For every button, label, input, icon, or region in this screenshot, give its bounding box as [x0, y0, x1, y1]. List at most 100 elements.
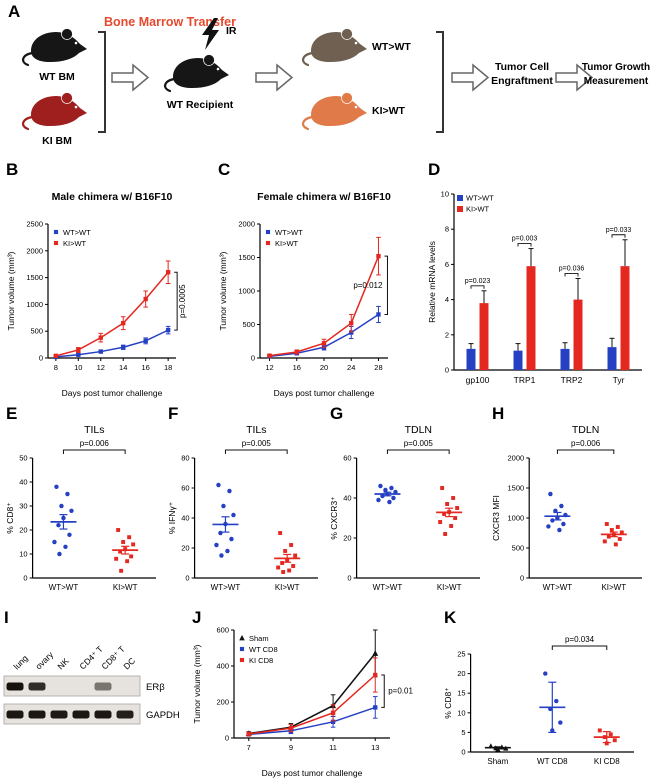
svg-text:TRP1: TRP1: [514, 375, 536, 385]
series-KI>WT: [53, 260, 171, 359]
panel-f-label: F: [168, 404, 179, 423]
series-WT>WT: [267, 305, 381, 359]
svg-text:200: 200: [216, 698, 229, 707]
svg-text:lung: lung: [11, 653, 30, 672]
svg-text:p=0.01: p=0.01: [388, 687, 413, 696]
panel-i: I lung ovary NK CD4⁺ T CD8⁺ T DC ERβ GAPDH: [0, 608, 188, 784]
svg-text:CD4⁺ T: CD4⁺ T: [77, 644, 105, 672]
flow-arrow-icon-3: [451, 64, 489, 91]
svg-text:KI>WT: KI>WT: [63, 239, 87, 248]
svg-text:KI>WT: KI>WT: [466, 205, 490, 214]
svg-text:ERβ: ERβ: [146, 682, 165, 693]
svg-text:20: 20: [343, 534, 351, 543]
svg-text:20: 20: [320, 363, 328, 372]
mouse-icon-wt-bm: [21, 27, 89, 67]
svg-text:0: 0: [520, 574, 524, 583]
svg-text:KI>WT: KI>WT: [437, 583, 462, 592]
panel-g-chart: 0 20 40 60 TDLN % CXCR3⁺ WT>WT KI>WT p=0.005: [326, 420, 488, 611]
svg-text:8: 8: [54, 363, 58, 372]
svg-text:20: 20: [181, 544, 189, 553]
svg-text:Tyr: Tyr: [613, 375, 625, 385]
group-WT>WT: [374, 483, 401, 505]
mouse-icon-recipient: [163, 53, 231, 93]
panel-c: C 0 500 1000 1500 2000 12 16 20 24 28 Female chime…: [214, 160, 426, 406]
ir-label: IR: [226, 25, 237, 37]
svg-text:0: 0: [185, 574, 189, 583]
svg-text:KI>WT: KI>WT: [113, 583, 138, 592]
chart-E: 0 10 20 30 40 50 TILs % CD8⁺ WT>WT KI>WT p=0.006: [5, 424, 156, 592]
flow-arrow-icon-1: [111, 64, 149, 91]
svg-text:TILs: TILs: [84, 424, 104, 436]
svg-text:12: 12: [97, 363, 105, 372]
svg-text:WT CD8: WT CD8: [249, 645, 278, 654]
svg-text:KI>WT: KI>WT: [601, 583, 626, 592]
chart-F: 0 20 40 60 80 TILs % IFNγ⁺ WT>WT KI>WT p=0.005: [167, 424, 318, 592]
wt-bm-label: WT BM: [39, 71, 75, 83]
svg-text:Sham: Sham: [487, 757, 508, 766]
group-bracket-right: [436, 31, 444, 133]
panel-e-chart: 0 10 20 30 40 50 TILs % CD8⁺ WT>WT KI>WT p=0.006: [2, 420, 164, 611]
engraftment-label-1: Tumor Cell: [495, 61, 549, 73]
svg-text:DC: DC: [121, 656, 137, 672]
panel-j: J 0 200 400 600 7 9 11 13 Days post tumor challe…: [188, 608, 438, 784]
recipient-label: WT Recipient: [167, 99, 234, 111]
svg-text:9: 9: [289, 743, 293, 752]
svg-text:WT>WT: WT>WT: [466, 194, 494, 203]
svg-text:1000: 1000: [508, 514, 525, 523]
svg-text:24: 24: [347, 363, 355, 372]
svg-text:0: 0: [461, 748, 465, 757]
engraftment-label-2: Engraftment: [491, 75, 553, 87]
svg-text:ovary: ovary: [33, 649, 55, 671]
panel-k: K 0 5 10 15 20 25 % CD8⁺ Sham WT CD8 KI CD8 p=0.03…: [440, 608, 648, 784]
svg-text:0: 0: [225, 734, 229, 743]
svg-text:6: 6: [445, 260, 449, 269]
svg-text:p=0.0005: p=0.0005: [178, 284, 187, 318]
chart-G: 0 20 40 60 TDLN % CXCR3⁺ WT>WT KI>WT p=0.005: [329, 424, 480, 592]
svg-text:16: 16: [293, 363, 301, 372]
svg-text:30: 30: [19, 502, 27, 511]
svg-text:20: 20: [19, 526, 27, 535]
svg-text:WT>WT: WT>WT: [543, 583, 573, 592]
panel-c-label: C: [218, 160, 231, 179]
chart-D: 0 2 4 6 8 10 Relative mRNA levels gp100 p=0.023 T…: [427, 190, 642, 385]
group-WT CD8: [539, 671, 566, 734]
svg-text:0: 0: [445, 366, 449, 375]
measurement-label-2: Measurement: [584, 76, 649, 87]
panel-b-chart: 0 500 1000 1500 2000 2500 8 10 12 14 16 18 Male chim…: [2, 178, 210, 407]
svg-text:50: 50: [19, 454, 27, 463]
svg-text:Relative mRNA levels: Relative mRNA levels: [427, 241, 437, 323]
svg-text:p=0.005: p=0.005: [404, 439, 434, 448]
panel-e: E 0 10 20 30 40 50 TILs % CD8⁺ WT>WT KI>WT p=0.006: [2, 404, 164, 608]
svg-text:11: 11: [329, 743, 337, 752]
ki-bm-label: KI BM: [42, 135, 72, 147]
series-KI>WT: [267, 236, 381, 358]
svg-text:80: 80: [181, 454, 189, 463]
svg-text:KI>WT: KI>WT: [275, 583, 300, 592]
svg-text:WT>WT: WT>WT: [49, 583, 79, 592]
svg-text:WT CD8: WT CD8: [537, 757, 568, 766]
group-WT>WT: [212, 482, 239, 558]
panel-d: D 0 2 4 6 8 10 Relative mRNA levels gp100 p=0.02…: [424, 160, 650, 406]
panel-i-blot: lung ovary NK CD4⁺ T CD8⁺ T DC ERβ GAPDH: [0, 620, 196, 737]
panel-h: H 0 500 1000 1500 2000 TDLN CXCR3 MFI WT>WT KI>W…: [488, 404, 650, 608]
svg-text:0: 0: [39, 354, 43, 363]
svg-text:TDLN: TDLN: [572, 424, 599, 436]
panel-g: G 0 20 40 60 TDLN % CXCR3⁺ WT>WT KI>WT p=0.005: [326, 404, 488, 608]
kiwt-label: KI>WT: [372, 105, 406, 117]
svg-text:20: 20: [457, 669, 465, 678]
chart-B: 0 500 1000 1500 2000 2500 8 10 12 14 16 18 Male chim…: [6, 191, 187, 398]
svg-text:CD8⁺ T: CD8⁺ T: [99, 644, 127, 672]
svg-text:p=0.003: p=0.003: [512, 236, 538, 243]
chart-H: 0 500 1000 1500 2000 TDLN CXCR3 MFI WT>WT KI>WT p…: [491, 424, 642, 592]
panel-j-label: J: [192, 608, 202, 627]
svg-text:p=0.023: p=0.023: [465, 278, 491, 285]
svg-text:16: 16: [142, 363, 150, 372]
svg-text:CXCR3 MFI: CXCR3 MFI: [491, 495, 501, 541]
svg-text:gp100: gp100: [466, 375, 490, 385]
panel-j-chart: 0 200 400 600 7 9 11 13 Days post tumor challeng…: [188, 618, 436, 784]
svg-text:WT>WT: WT>WT: [63, 228, 91, 237]
svg-text:14: 14: [119, 363, 127, 372]
svg-text:Tumor volume (mm³): Tumor volume (mm³): [6, 251, 16, 330]
svg-text:60: 60: [343, 454, 351, 463]
panel-h-label: H: [492, 404, 505, 423]
